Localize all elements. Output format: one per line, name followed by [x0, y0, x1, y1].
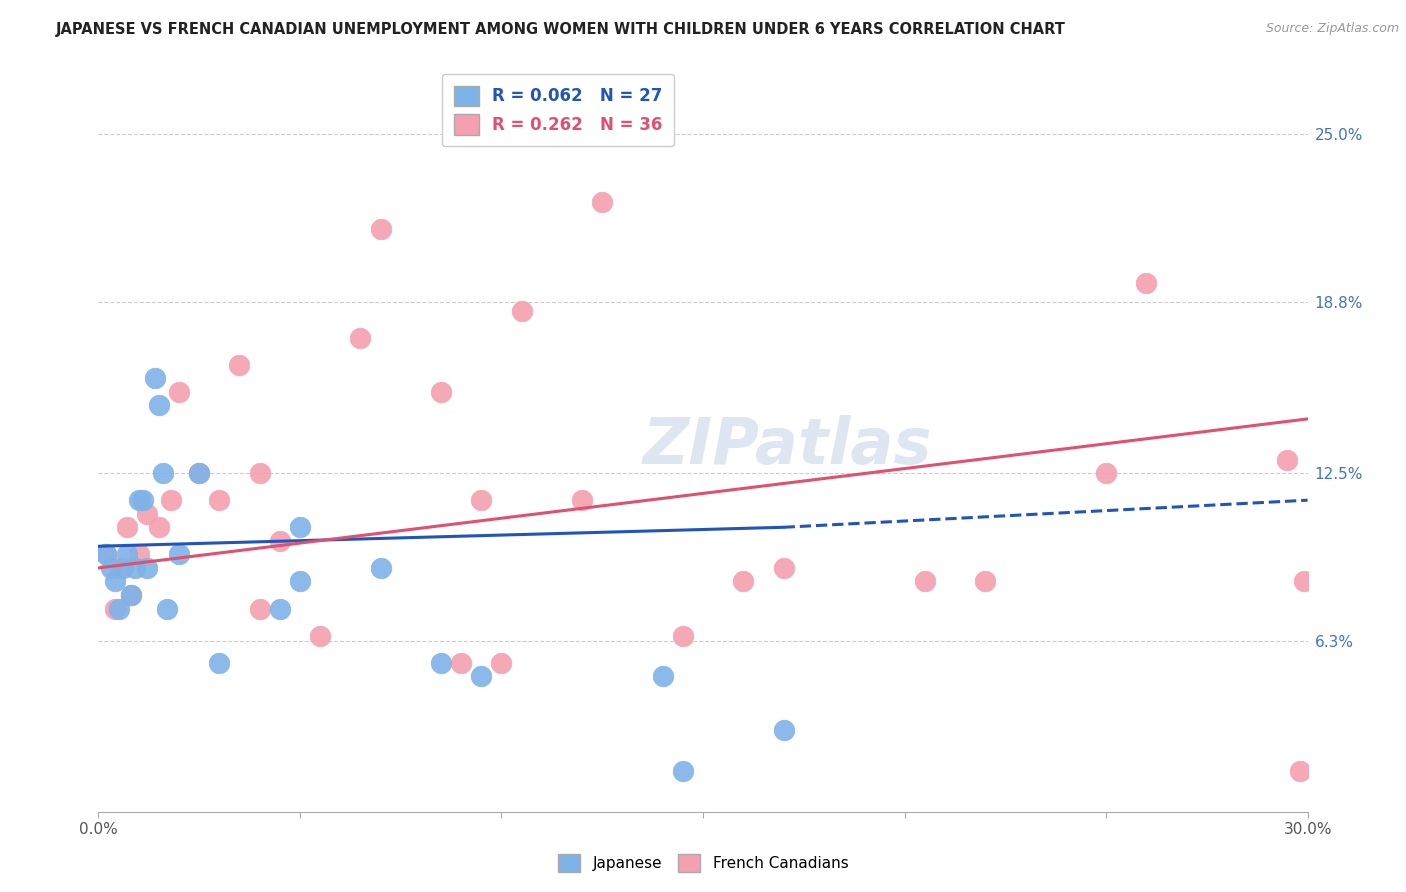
Point [148, 520, 170, 534]
Point [249, 601, 271, 615]
Point [132, 493, 155, 508]
Point [143, 371, 166, 385]
Point [1288, 764, 1310, 778]
Point [470, 669, 492, 683]
Point [167, 547, 190, 561]
Point [651, 669, 673, 683]
Point [228, 358, 250, 372]
Point [208, 656, 231, 670]
Point [188, 466, 211, 480]
Point [96, 547, 118, 561]
Point [974, 574, 997, 589]
Point [115, 547, 138, 561]
Point [269, 533, 291, 548]
Point [124, 561, 146, 575]
Point [100, 561, 122, 575]
Point [288, 574, 311, 589]
Point [103, 601, 125, 615]
Point [249, 466, 271, 480]
Point [1095, 466, 1118, 480]
Point [188, 466, 211, 480]
Point [491, 656, 513, 670]
Point [107, 601, 129, 615]
Point [128, 547, 150, 561]
Text: Source: ZipAtlas.com: Source: ZipAtlas.com [1265, 22, 1399, 36]
Point [349, 331, 371, 345]
Point [148, 398, 170, 412]
Point [128, 493, 150, 508]
Point [107, 561, 129, 575]
Point [733, 574, 755, 589]
Point [370, 222, 392, 236]
Point [115, 520, 138, 534]
Point [208, 493, 231, 508]
Point [167, 384, 190, 399]
Point [103, 574, 125, 589]
Point [152, 466, 174, 480]
Legend: R = 0.062   N = 27, R = 0.262   N = 36: R = 0.062 N = 27, R = 0.262 N = 36 [441, 74, 673, 146]
Point [914, 574, 936, 589]
Point [288, 520, 311, 534]
Point [111, 561, 134, 575]
Point [430, 384, 453, 399]
Point [470, 493, 492, 508]
Point [309, 629, 332, 643]
Point [1135, 277, 1157, 291]
Point [1292, 574, 1315, 589]
Point [156, 601, 179, 615]
Point [672, 764, 695, 778]
Point [370, 561, 392, 575]
Point [772, 723, 794, 738]
Point [1277, 452, 1299, 467]
Point [510, 303, 533, 318]
Point [135, 507, 157, 521]
Text: ZIPatlas: ZIPatlas [643, 415, 932, 477]
Point [120, 588, 142, 602]
Point [772, 561, 794, 575]
Point [450, 656, 472, 670]
Point [571, 493, 593, 508]
Point [269, 601, 291, 615]
Legend: Japanese, French Canadians: Japanese, French Canadians [550, 846, 856, 880]
Point [160, 493, 183, 508]
Point [591, 195, 613, 210]
Point [135, 561, 157, 575]
Point [430, 656, 453, 670]
Point [120, 588, 142, 602]
Text: JAPANESE VS FRENCH CANADIAN UNEMPLOYMENT AMONG WOMEN WITH CHILDREN UNDER 6 YEARS: JAPANESE VS FRENCH CANADIAN UNEMPLOYMENT… [56, 22, 1066, 37]
Point [672, 629, 695, 643]
Point [96, 547, 118, 561]
